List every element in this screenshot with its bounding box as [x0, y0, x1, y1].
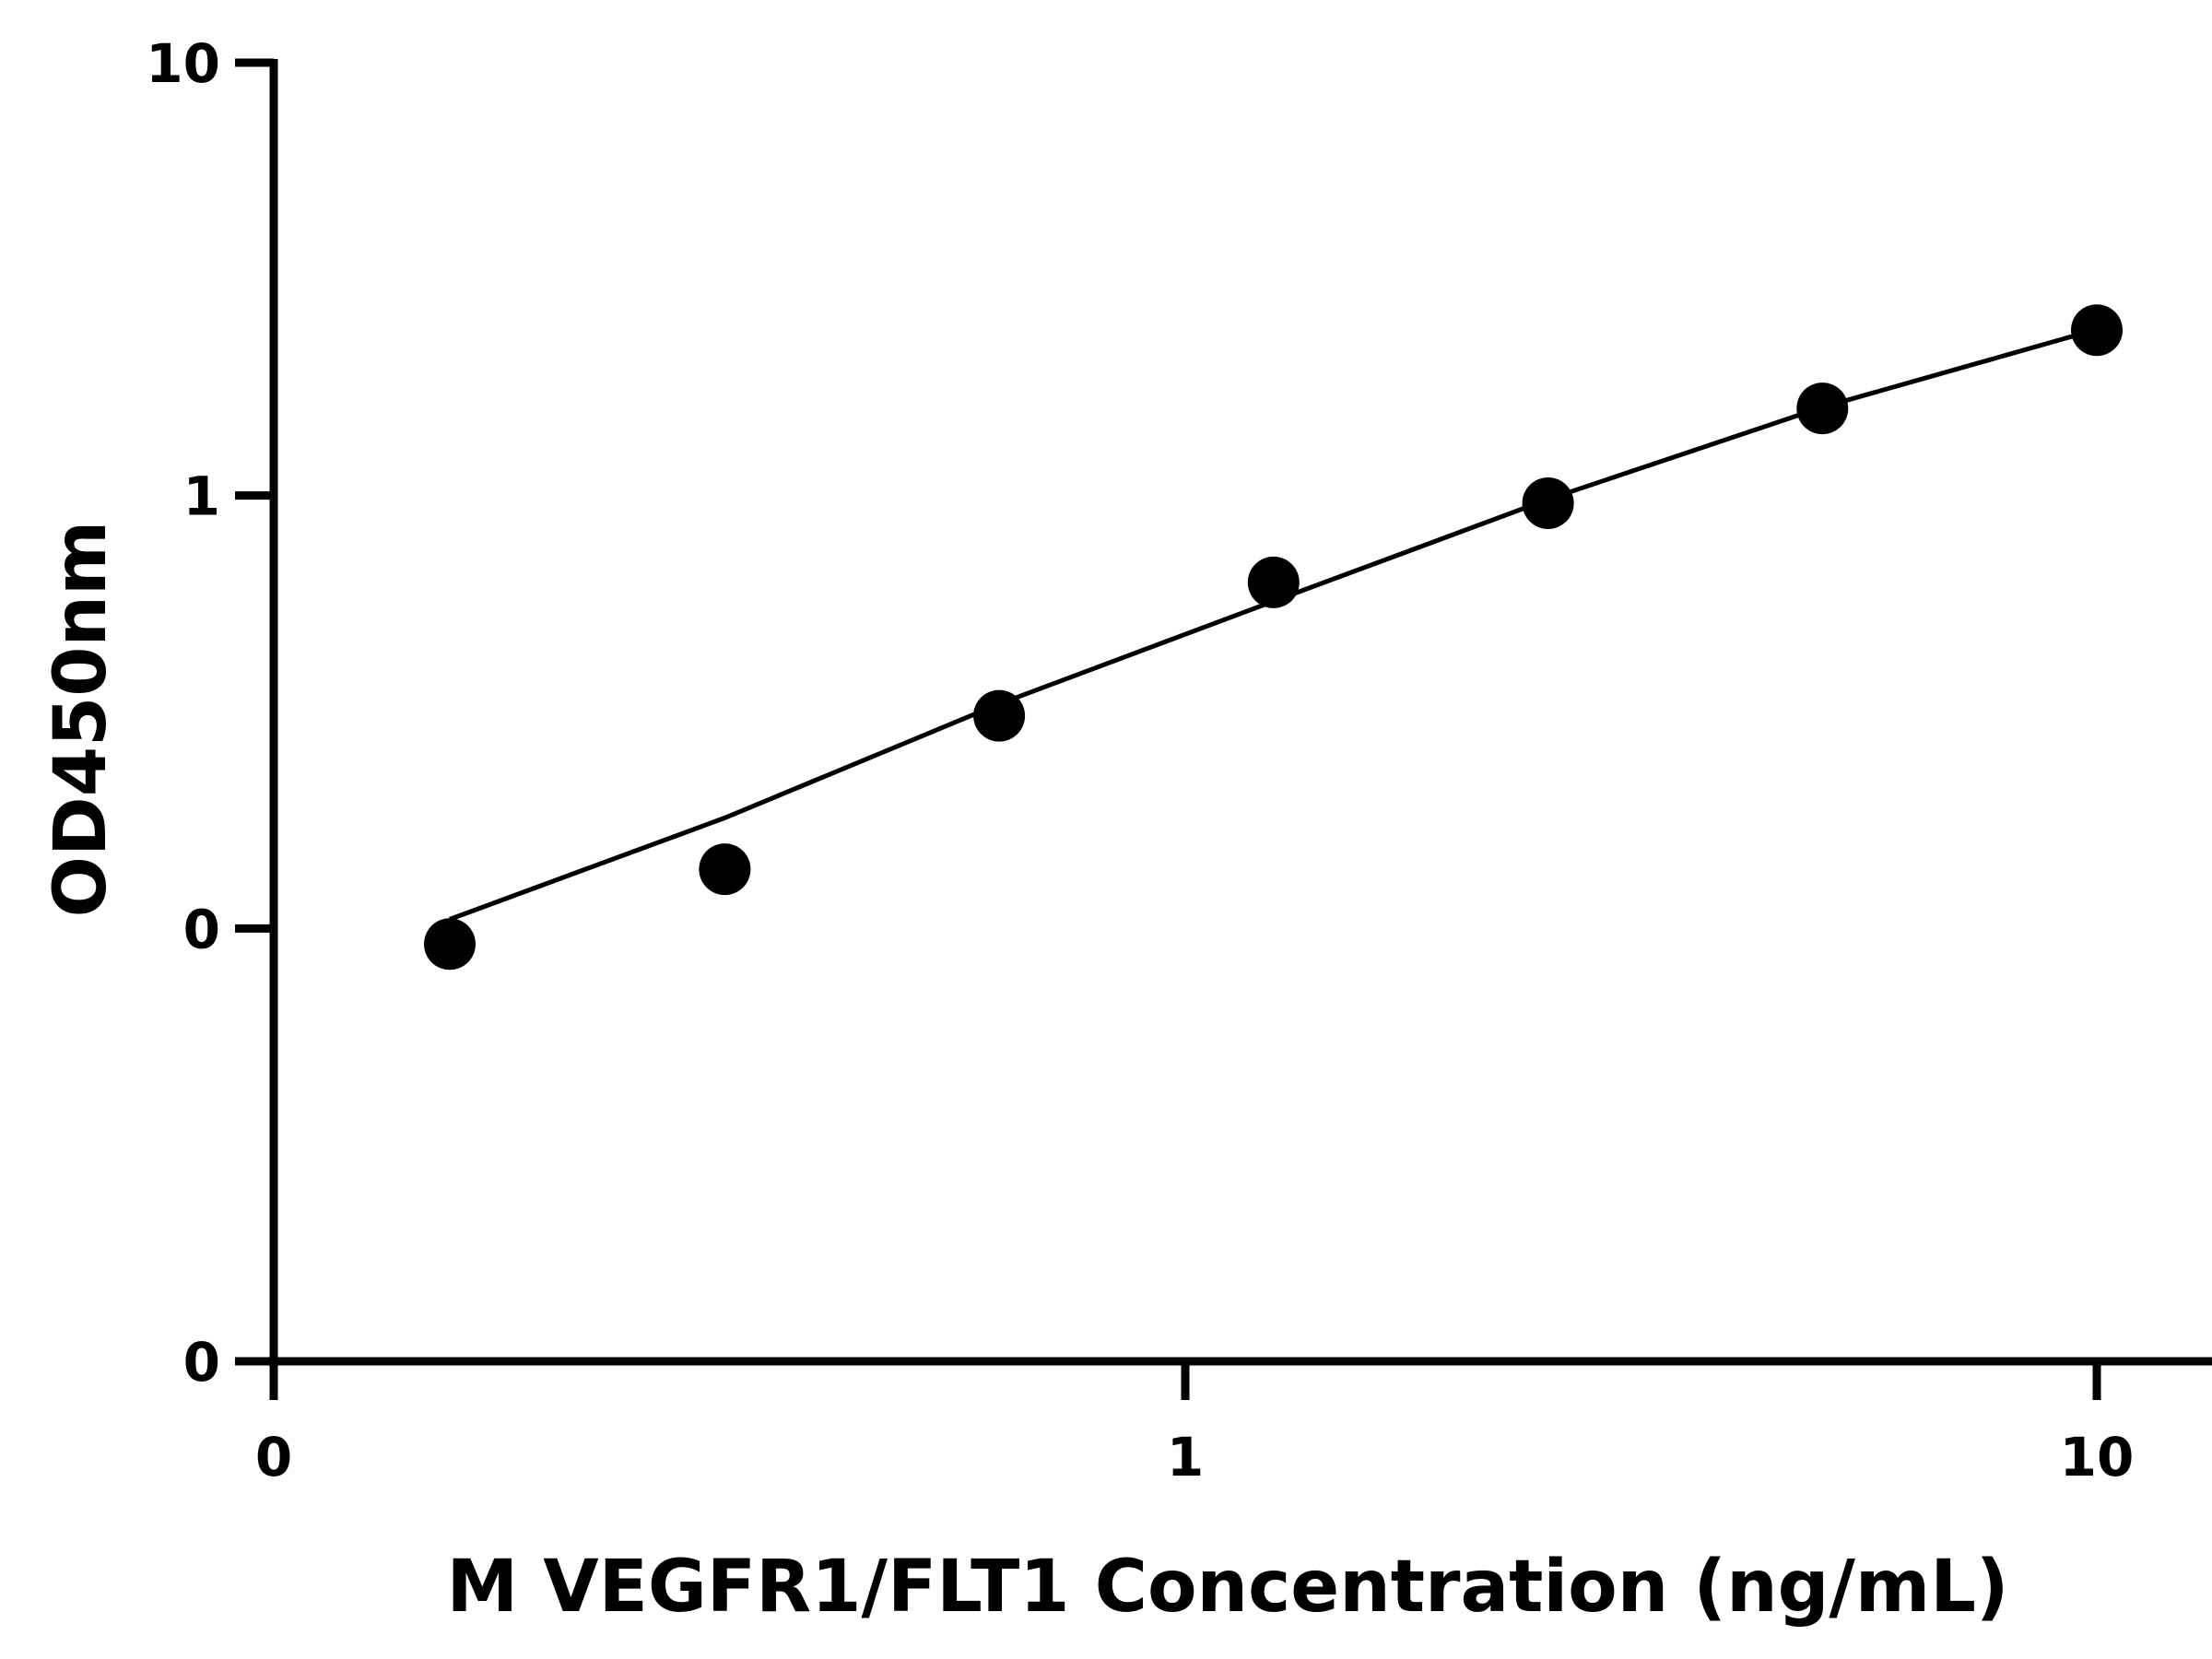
data-point	[1522, 477, 1574, 529]
y-tick-label: 0	[183, 1331, 220, 1394]
data-point	[973, 689, 1026, 742]
x-axis-title: M VEGFR1/FLT1 Concentration (ng/mL)	[446, 1546, 2008, 1629]
y-tick-label: 10	[146, 32, 220, 95]
data-point	[699, 843, 751, 896]
x-tick-label: 0	[255, 1426, 292, 1488]
y-tick-label: 1	[183, 465, 220, 528]
fit-line-layer	[449, 326, 2098, 922]
x-tick-label: 10	[2060, 1426, 2135, 1488]
y-tick-label: 0	[183, 898, 220, 960]
data-point	[1247, 556, 1300, 608]
data-point	[424, 918, 476, 971]
axes-layer	[235, 59, 2212, 1400]
fit-curve	[449, 326, 2098, 922]
data-points-layer	[424, 304, 2123, 971]
data-point	[2071, 304, 2123, 357]
x-tick-label: 1	[1167, 1426, 1204, 1488]
y-axis-title: OD450nm	[40, 521, 123, 918]
data-point	[1796, 382, 1849, 435]
